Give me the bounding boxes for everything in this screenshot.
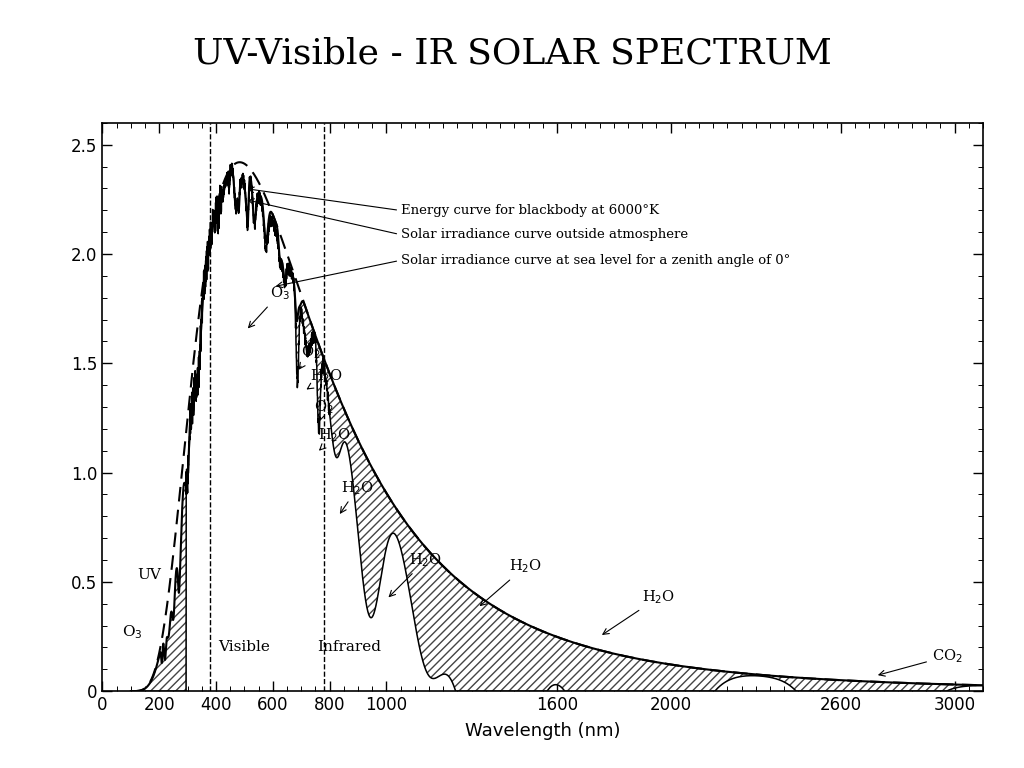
Text: H$_2$O: H$_2$O bbox=[340, 479, 374, 513]
Text: O$_3$: O$_3$ bbox=[122, 624, 142, 641]
Text: O$_2$: O$_2$ bbox=[314, 398, 334, 422]
Text: O$_2$: O$_2$ bbox=[299, 343, 321, 369]
Text: UV: UV bbox=[137, 568, 161, 582]
Text: H$_2$O: H$_2$O bbox=[603, 588, 675, 634]
Text: H$_2$O: H$_2$O bbox=[389, 551, 442, 597]
X-axis label: Wavelength (nm): Wavelength (nm) bbox=[465, 723, 621, 740]
Text: Solar irradiance curve at sea level for a zenith angle of 0°: Solar irradiance curve at sea level for … bbox=[400, 254, 790, 267]
Text: O$_3$: O$_3$ bbox=[249, 284, 290, 328]
Text: Solar irradiance curve outside atmosphere: Solar irradiance curve outside atmospher… bbox=[400, 228, 688, 241]
Text: UV-Visible - IR SOLAR SPECTRUM: UV-Visible - IR SOLAR SPECTRUM bbox=[193, 37, 831, 71]
Text: Infrared: Infrared bbox=[317, 641, 382, 654]
Text: H$_2$O: H$_2$O bbox=[307, 368, 343, 389]
Text: H$_2$O: H$_2$O bbox=[318, 426, 351, 450]
Text: CO$_2$: CO$_2$ bbox=[879, 647, 963, 676]
Text: H$_2$O: H$_2$O bbox=[480, 558, 542, 605]
Text: Visible: Visible bbox=[218, 641, 270, 654]
Text: Energy curve for blackbody at 6000°K: Energy curve for blackbody at 6000°K bbox=[400, 204, 658, 217]
